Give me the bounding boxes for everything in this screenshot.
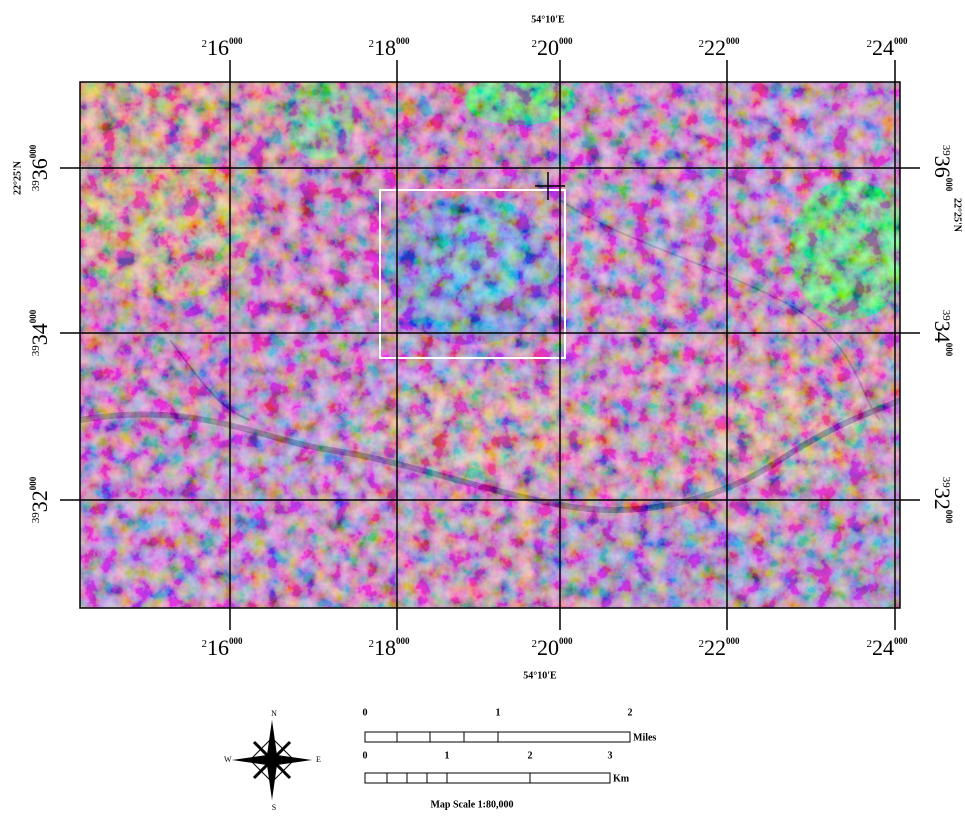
label-minor: 000 [28,144,38,158]
easting-label-bottom: 224000 [867,635,909,660]
km-tick-label: 3 [608,750,613,761]
northing-label-left: 3932000 [27,476,52,523]
label-major: 24 [872,635,894,660]
north-arrow: N S E W [224,709,321,812]
bottom-longitude: 54°10'E [523,670,557,681]
label-lead: 39 [940,145,952,157]
label-minor: 000 [726,36,740,46]
map-page: 2160002160002180002180002200002200002220… [0,0,965,817]
northing-label-right: 3936000 [930,145,955,192]
label-lead: 39 [30,345,42,357]
easting-label-top: 222000 [699,35,741,60]
north-label: N [271,709,277,718]
label-minor: 000 [944,510,954,524]
miles-unit: Miles [633,732,656,743]
label-major: 16 [207,635,229,660]
easting-label-bottom: 218000 [369,635,411,660]
km-unit: Km [613,773,630,784]
miles-tick-label: 0 [363,707,368,718]
easting-label-top: 224000 [867,35,909,60]
label-minor: 000 [559,36,573,46]
label-minor: 000 [559,636,573,646]
scale-text: 0 1 2 0 1 2 3 Miles Km Map Scale 1:80,000 [363,707,657,810]
right-latitude: 22°25'N [952,198,963,233]
label-major: 24 [872,35,894,60]
label-major: 36 [27,158,52,180]
label-major: 32 [930,488,955,510]
scale-caption: Map Scale 1:80,000 [430,799,513,810]
west-label: W [224,755,232,764]
label-major: 32 [27,490,52,512]
label-lead: 39 [940,477,952,489]
label-major: 36 [930,156,955,178]
label-major: 34 [930,321,955,343]
easting-label-bottom: 216000 [202,635,244,660]
south-label: S [272,803,276,812]
label-minor: 000 [28,309,38,323]
easting-label-bottom: 222000 [699,635,741,660]
northing-label-right: 3934000 [930,310,955,357]
northing-label-right: 3932000 [930,477,955,524]
satellite-image [80,75,910,608]
label-minor: 000 [396,636,410,646]
label-major: 18 [374,635,396,660]
label-major: 18 [374,35,396,60]
label-minor: 000 [229,636,243,646]
label-lead: 39 [30,512,42,524]
east-label: E [316,755,321,764]
miles-tick-label: 1 [496,707,501,718]
label-lead: 39 [940,310,952,322]
label-minor: 000 [944,178,954,192]
easting-label-top: 216000 [202,35,244,60]
label-major: 34 [27,323,52,345]
northing-label-left: 3934000 [27,309,52,356]
easting-label-top: 220000 [532,35,574,60]
label-minor: 000 [28,476,38,490]
km-tick-label: 1 [445,750,450,761]
label-minor: 000 [894,36,908,46]
label-minor: 000 [726,636,740,646]
label-lead: 39 [30,180,42,192]
km-tick-label: 2 [528,750,533,761]
label-major: 20 [537,35,559,60]
label-major: 20 [537,635,559,660]
easting-label-bottom: 220000 [532,635,574,660]
label-major: 22 [704,635,726,660]
miles-tick-label: 2 [628,707,633,718]
label-major: 16 [207,35,229,60]
left-latitude: 22°25'N [12,160,23,195]
label-major: 22 [704,35,726,60]
easting-label-top: 218000 [369,35,411,60]
label-minor: 000 [944,343,954,357]
label-minor: 000 [229,36,243,46]
label-minor: 000 [894,636,908,646]
km-tick-label: 0 [363,750,368,761]
top-longitude: 54°10'E [531,14,565,25]
scale-bar [365,732,630,783]
northing-label-left: 3936000 [27,144,52,191]
label-minor: 000 [396,36,410,46]
